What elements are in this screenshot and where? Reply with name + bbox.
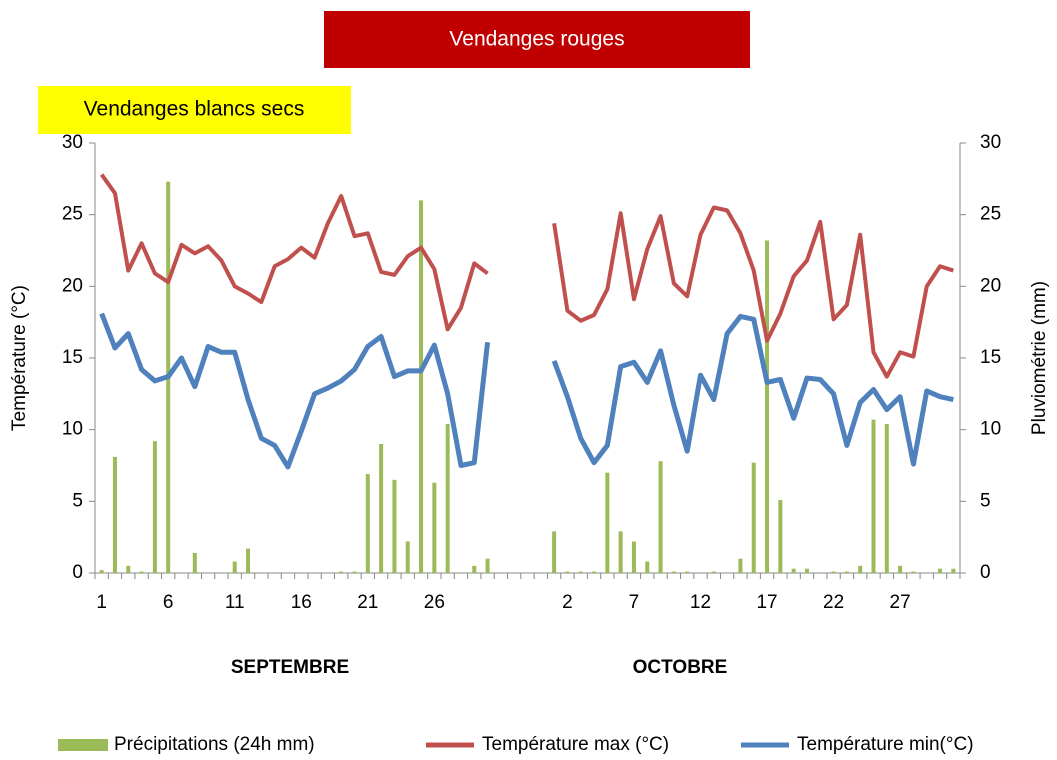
x-tick-label: 1: [96, 592, 107, 613]
y2-axis-title: Pluviométrie (mm): [1029, 281, 1050, 435]
x-tick-label: 12: [690, 592, 711, 613]
bar: [658, 461, 663, 573]
y-tick-label: 20: [62, 275, 83, 296]
y2-tick-label: 5: [980, 490, 991, 511]
y-axis-title: Température (°C): [9, 285, 30, 431]
legend-label: Température max (°C): [482, 734, 669, 755]
group-label: SEPTEMBRE: [231, 657, 349, 678]
bar: [751, 462, 756, 573]
line: [100, 173, 489, 332]
bar: [738, 558, 743, 573]
bar: [631, 541, 636, 573]
bar: [871, 419, 876, 573]
bar: [352, 571, 357, 573]
bar: [844, 571, 849, 573]
y-tick-label: 10: [62, 419, 83, 440]
y-tick-label: 30: [62, 132, 83, 153]
bar: [645, 561, 650, 573]
bar: [765, 240, 770, 573]
legend-label: Température min(°C): [797, 734, 974, 755]
y2-tick-label: 30: [980, 132, 1001, 153]
group-label: OCTOBRE: [633, 657, 728, 678]
bar: [804, 568, 809, 573]
y2-tick-label: 15: [980, 347, 1001, 368]
annotation: Vendanges blancs secs: [84, 98, 305, 121]
y2-tick-label: 10: [980, 419, 1001, 440]
bar: [778, 499, 783, 573]
x-tick-label: 16: [291, 592, 312, 613]
bar: [858, 565, 863, 573]
x-tick-label: 27: [890, 592, 911, 613]
line: [551, 313, 954, 467]
annotation: Vendanges rouges: [449, 28, 624, 51]
bar: [126, 565, 131, 573]
y-tick-label: 25: [62, 204, 83, 225]
bar: [884, 423, 889, 573]
x-tick-label: 7: [629, 592, 640, 613]
x-tick-label: 21: [357, 592, 378, 613]
bar: [618, 531, 623, 573]
y-tick-label: 5: [72, 490, 83, 511]
bar: [578, 571, 583, 573]
bar: [99, 570, 104, 573]
bar: [365, 474, 370, 573]
bar: [339, 571, 344, 573]
y2-tick-label: 25: [980, 204, 1001, 225]
bar: [685, 571, 690, 573]
bar: [831, 571, 836, 573]
bar: [552, 531, 557, 573]
x-tick-label: 2: [562, 592, 573, 613]
bar: [898, 565, 903, 573]
x-tick-label: 26: [424, 592, 445, 613]
y-tick-label: 0: [72, 562, 83, 583]
bar: [938, 568, 943, 573]
x-tick-label: 22: [823, 592, 844, 613]
annotation-box: [38, 86, 351, 134]
x-tick-label: 6: [163, 592, 174, 613]
bar: [951, 568, 956, 573]
bar: [246, 548, 251, 573]
bar: [592, 571, 597, 573]
bar: [405, 541, 410, 573]
bar: [911, 571, 916, 573]
bar: [392, 479, 397, 573]
bar: [605, 472, 610, 573]
bar: [232, 561, 237, 573]
line: [552, 205, 954, 379]
bar: [419, 200, 424, 574]
x-tick-label: 11: [225, 592, 245, 613]
x-tick-label: 17: [756, 592, 777, 613]
bar: [445, 423, 450, 573]
bar: [472, 565, 477, 573]
bar: [112, 456, 117, 573]
bar: [791, 568, 796, 573]
annotation-box: [324, 11, 750, 68]
bar: [379, 444, 384, 573]
bar: [152, 441, 157, 573]
bar: [432, 482, 437, 573]
bar: [192, 552, 197, 573]
legend-swatch: [58, 739, 108, 751]
bar: [711, 571, 716, 573]
line: [99, 312, 491, 470]
y2-tick-label: 20: [980, 275, 1001, 296]
legend-label: Précipitations (24h mm): [114, 734, 315, 755]
bar: [485, 558, 490, 573]
y2-tick-label: 0: [980, 562, 991, 583]
bar: [671, 571, 676, 573]
y-tick-label: 15: [62, 347, 83, 368]
bar: [139, 571, 144, 573]
bar: [565, 571, 570, 573]
